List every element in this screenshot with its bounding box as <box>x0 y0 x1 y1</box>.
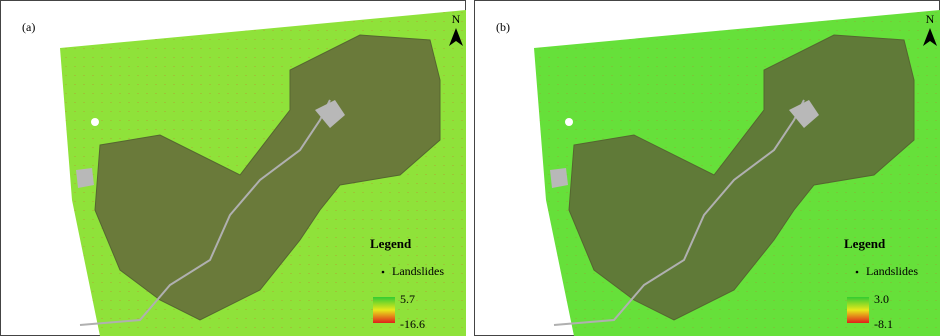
north-label: N <box>926 12 935 26</box>
panel: (a) N Legend Landslides 5.7 -16.6 <box>1 1 467 336</box>
page: (a) N Legend Landslides 5.7 -16.6 (b) N … <box>0 0 940 336</box>
legend-dot <box>382 271 385 274</box>
ramp-min: -16.6 <box>400 317 425 331</box>
figure: (a) N Legend Landslides 5.7 -16.6 (b) N … <box>0 0 940 336</box>
legend-dot <box>856 271 859 274</box>
lake <box>550 168 568 188</box>
color-ramp <box>373 297 395 323</box>
legend-item: Landslides <box>866 264 918 278</box>
gap <box>91 118 99 126</box>
north-label: N <box>452 12 461 26</box>
color-ramp <box>847 297 869 323</box>
panel: (b) N Legend Landslides 3.0 -8.1 <box>475 1 940 336</box>
ramp-max: 5.7 <box>400 292 415 306</box>
ramp-min: -8.1 <box>874 317 893 331</box>
ramp-max: 3.0 <box>874 292 889 306</box>
lake <box>76 168 94 188</box>
legend-title: Legend <box>844 236 886 251</box>
panel-label: (a) <box>22 20 35 34</box>
panel-label: (b) <box>496 20 510 34</box>
legend-title: Legend <box>370 236 412 251</box>
legend-item: Landslides <box>392 264 444 278</box>
gap <box>565 118 573 126</box>
